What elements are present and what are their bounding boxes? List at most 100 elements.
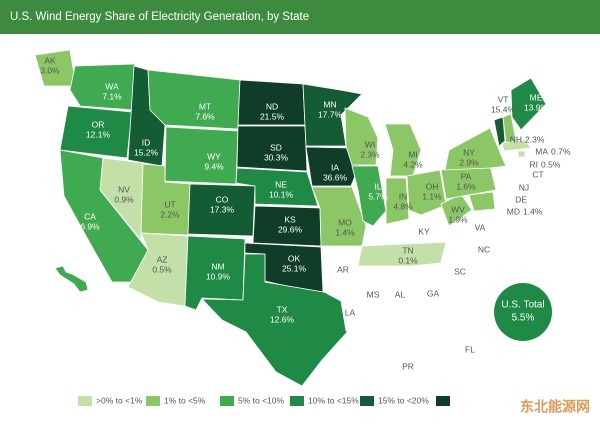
state-value: 9.4% bbox=[204, 161, 224, 171]
state-label: AL bbox=[395, 289, 406, 299]
states bbox=[34, 49, 547, 393]
state-label: CO bbox=[216, 194, 229, 204]
state-shape bbox=[235, 167, 319, 207]
state-value: 17.3% bbox=[210, 204, 235, 214]
state-label: NV bbox=[118, 184, 130, 194]
legend-swatch bbox=[78, 396, 92, 406]
legend-label: 15% to <20% bbox=[378, 395, 429, 405]
state-value: 5.7% bbox=[368, 191, 388, 201]
state-shape bbox=[325, 292, 378, 332]
state-shape bbox=[59, 105, 133, 159]
state-value: 1.1% bbox=[422, 191, 442, 201]
state-label: DE bbox=[515, 194, 527, 204]
legend-swatch bbox=[146, 396, 160, 406]
state-label: ME bbox=[530, 92, 543, 102]
state-value: 7.6% bbox=[195, 111, 215, 121]
state-value: 1.4% bbox=[335, 227, 355, 237]
state-label: KY bbox=[418, 226, 430, 236]
state-label: SD bbox=[270, 142, 282, 152]
state-label: NY bbox=[463, 147, 475, 157]
state-value: 29.6% bbox=[278, 224, 303, 234]
state-shape bbox=[54, 265, 89, 293]
title-bar bbox=[0, 0, 600, 34]
state-label: SC bbox=[454, 266, 466, 276]
state-value: 12.1% bbox=[86, 129, 111, 139]
state-label: PA bbox=[461, 171, 472, 181]
state-label: OH bbox=[426, 181, 439, 191]
state-shape bbox=[517, 150, 526, 158]
state-value: 6.9% bbox=[80, 221, 100, 231]
state-shape bbox=[444, 127, 507, 171]
state-label: KS bbox=[284, 214, 296, 224]
state-shape bbox=[409, 262, 457, 312]
state-shape bbox=[321, 247, 363, 293]
watermark: 东北能源网 bbox=[520, 399, 590, 415]
state-label: GA bbox=[427, 288, 440, 298]
state-label: LA bbox=[345, 307, 356, 317]
total-circle bbox=[494, 283, 552, 341]
total-value: 5.5% bbox=[512, 313, 535, 324]
state-label: ND bbox=[266, 101, 278, 111]
state-label: AZ bbox=[157, 254, 168, 264]
state-label: VA bbox=[475, 222, 486, 232]
state-value: 3.0% bbox=[40, 65, 60, 75]
state-value: 1.4% bbox=[523, 206, 543, 216]
state-shape bbox=[468, 191, 496, 212]
state-value: 15.4% bbox=[491, 104, 516, 114]
state-label: MO bbox=[338, 217, 352, 227]
state-value: 0.5% bbox=[152, 264, 172, 274]
state-label: WV bbox=[451, 204, 465, 214]
state-shape bbox=[440, 262, 477, 292]
state-value: 0.5% bbox=[541, 159, 561, 169]
state-shape bbox=[390, 308, 487, 393]
state-value: 21.5% bbox=[260, 111, 285, 121]
state-label: NM bbox=[211, 261, 224, 271]
state-shape bbox=[385, 266, 417, 320]
state-label: CA bbox=[84, 211, 96, 221]
state-value: 0.7% bbox=[551, 146, 571, 156]
state-shape bbox=[510, 77, 547, 131]
state-label: TX bbox=[277, 304, 288, 314]
state-shape bbox=[184, 235, 246, 311]
state-label: MD bbox=[507, 206, 520, 216]
state-value: 10.9% bbox=[206, 271, 231, 281]
state-shape bbox=[394, 353, 421, 363]
state-label: NC bbox=[478, 244, 490, 254]
state-shape bbox=[99, 157, 144, 242]
state-label: TN bbox=[402, 245, 413, 255]
state-value: 1.6% bbox=[456, 181, 476, 191]
state-shape bbox=[201, 253, 350, 387]
state-value: 2.9% bbox=[459, 157, 479, 167]
state-shape bbox=[496, 170, 508, 194]
state-shape bbox=[302, 83, 363, 147]
state-value: 1.9% bbox=[448, 214, 468, 224]
state-shape bbox=[501, 139, 532, 152]
state-value: 2.2% bbox=[160, 209, 180, 219]
state-label: IA bbox=[331, 162, 339, 172]
state-value: 4.2% bbox=[403, 159, 423, 169]
state-label: MI bbox=[408, 149, 417, 159]
state-label: MT bbox=[199, 101, 211, 111]
legend-swatch bbox=[220, 396, 234, 406]
state-label: MA bbox=[535, 146, 548, 156]
state-label: FL bbox=[465, 344, 475, 354]
state-label: AK bbox=[44, 55, 56, 65]
state-value: 12.6% bbox=[270, 314, 295, 324]
state-label: OR bbox=[92, 119, 105, 129]
legend-swatch bbox=[436, 396, 450, 406]
state-label: ID bbox=[142, 137, 151, 147]
state-label: NE bbox=[275, 179, 287, 189]
state-shape bbox=[406, 169, 447, 216]
state-value: 36.6% bbox=[323, 172, 348, 182]
state-label: WA bbox=[105, 81, 119, 91]
state-label: WY bbox=[207, 151, 221, 161]
state-shape bbox=[344, 107, 379, 166]
state-value: 0.1% bbox=[398, 255, 418, 265]
state-value: 2.3% bbox=[360, 149, 380, 159]
state-shape bbox=[359, 266, 387, 327]
state-value: 25.1% bbox=[282, 263, 307, 273]
state-value: 7.1% bbox=[102, 91, 122, 101]
state-label: AR bbox=[337, 264, 349, 274]
